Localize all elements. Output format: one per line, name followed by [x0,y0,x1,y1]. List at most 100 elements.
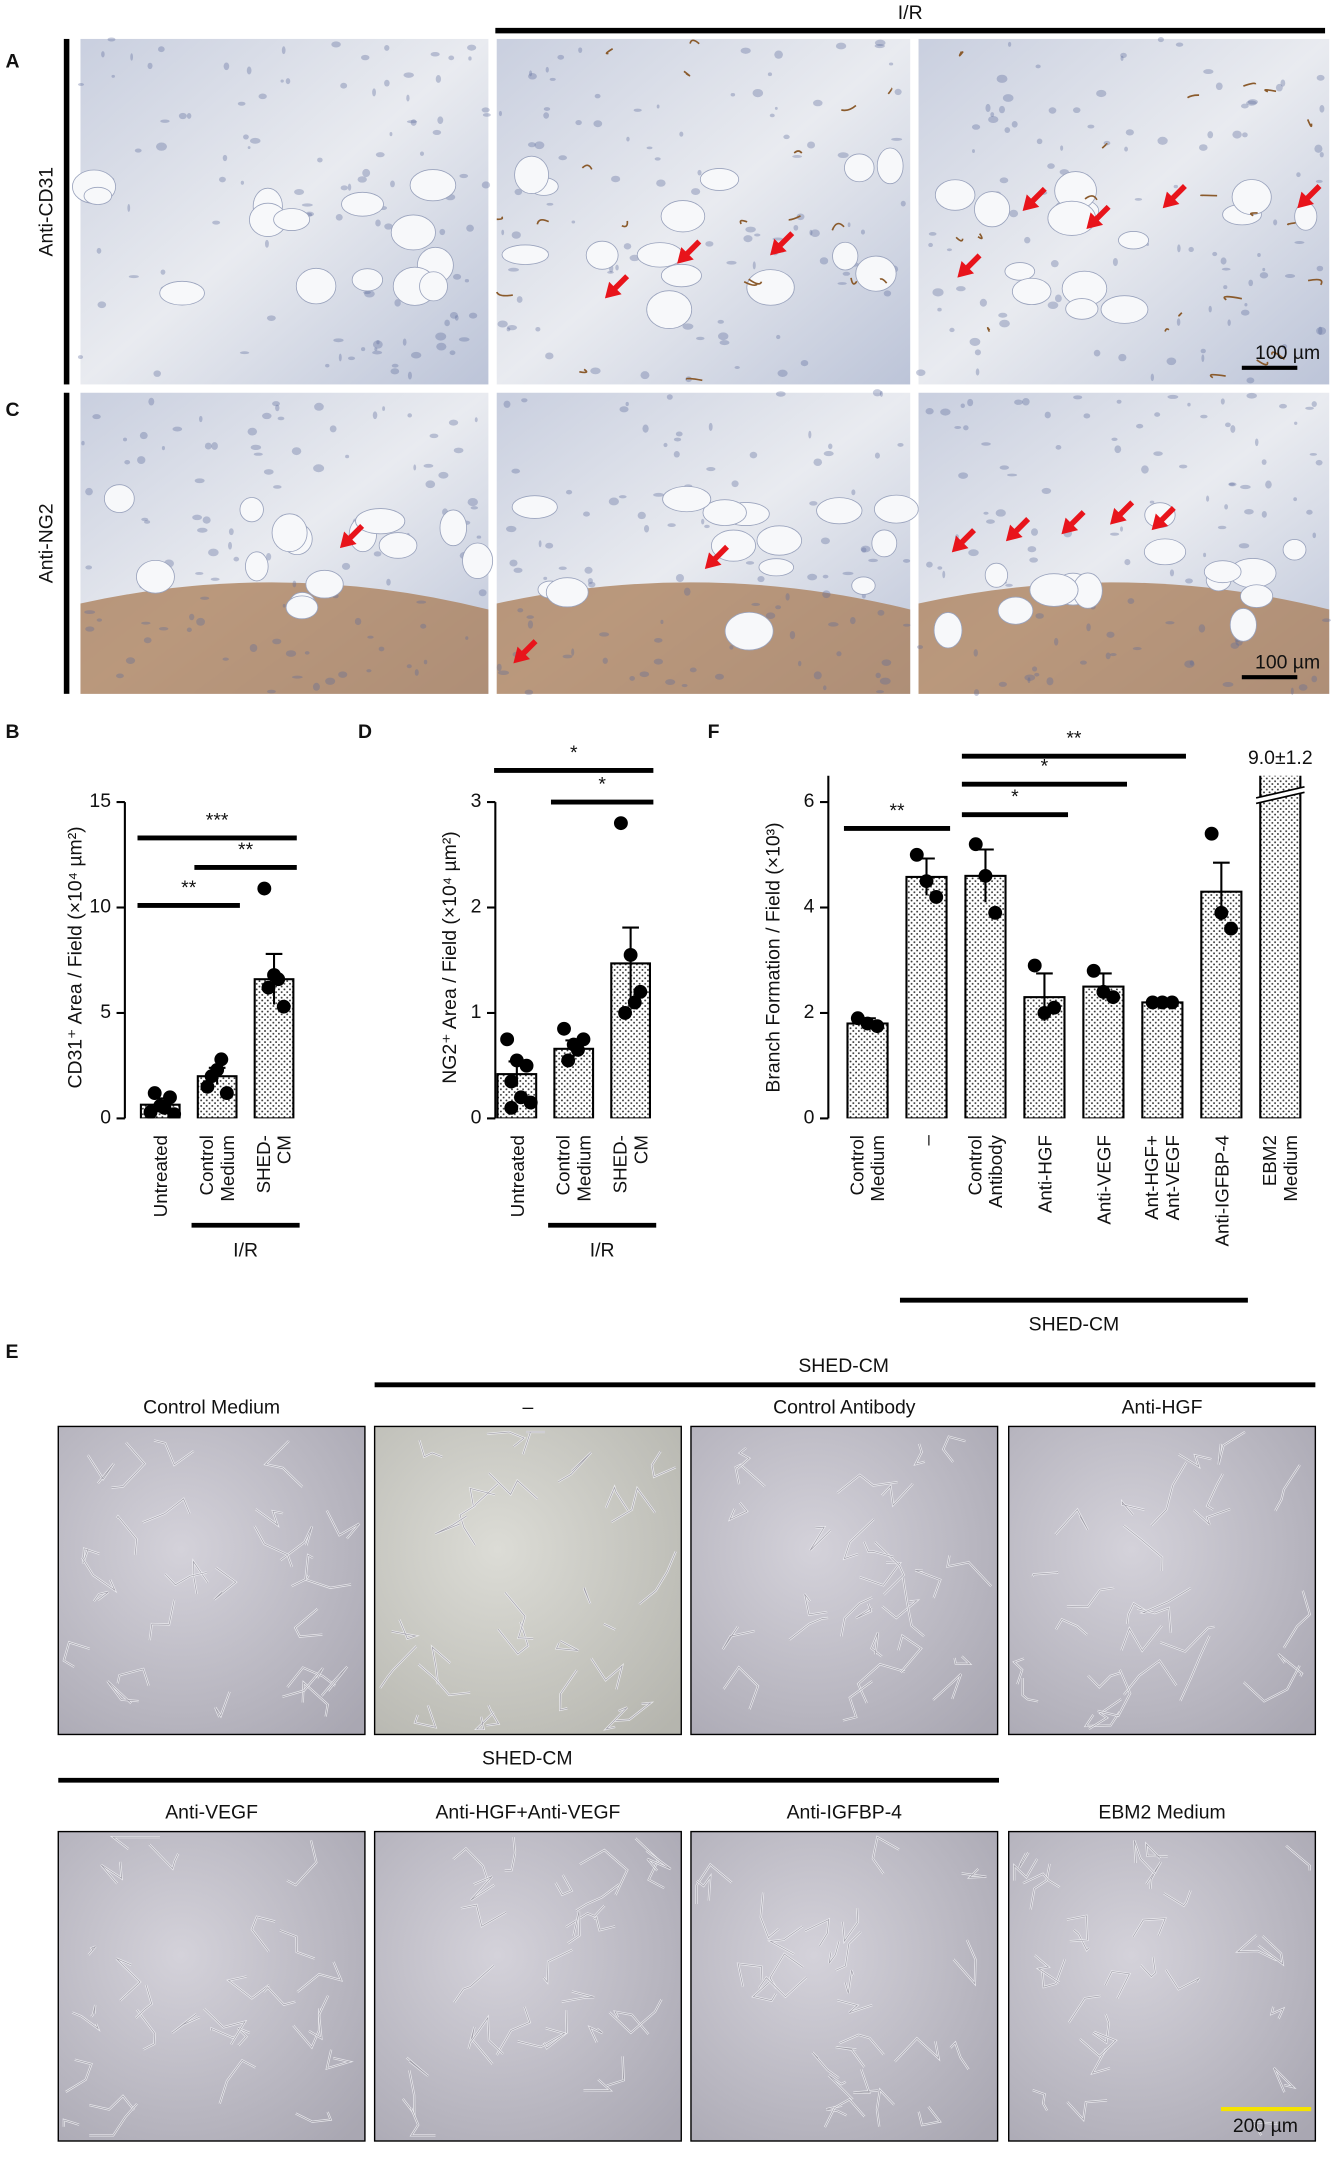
group-label: SHED-CM [482,1748,573,1770]
cell [147,62,153,70]
cell [448,55,455,61]
cell [999,465,1010,470]
vessel [579,368,588,374]
fat-cell [871,529,898,558]
cell [233,556,240,562]
cell [1054,294,1062,303]
cell [774,50,783,59]
x-tick-label-box: Untreated [506,1135,527,1217]
cell [275,404,280,412]
cell [837,152,849,159]
tube-edge [251,1916,276,1952]
cell [528,72,537,80]
cell [438,471,449,479]
vessel [1256,359,1269,366]
tube-edge [90,2004,96,2017]
significance-label: *** [206,809,229,831]
cell [1315,179,1323,183]
tube-edge [1132,1918,1166,1938]
vessel [831,222,845,231]
cell [776,334,781,340]
micrograph [80,392,494,694]
cell [1261,510,1267,518]
cell [757,575,765,583]
cell [974,349,981,356]
cell [376,340,380,345]
fat-cell [501,244,549,265]
tube-edge [81,1557,116,1592]
tube-edge [504,1592,534,1639]
cell [877,609,885,616]
cell [281,46,286,55]
tube-edge [789,1617,829,1640]
arrow-head [513,646,531,664]
cell [792,155,803,158]
arrow-head [1297,191,1314,209]
tube-edge [63,2119,80,2127]
cell [372,340,383,349]
fat-cell [1065,298,1099,320]
tube-edge [837,1999,873,2013]
cell [513,567,523,573]
cell [1246,377,1255,384]
cell [391,363,399,368]
cell [696,336,705,341]
data-point [978,868,993,883]
vessel [977,233,983,240]
cell [414,669,419,676]
significance-label: ** [181,877,197,899]
cell [364,290,375,298]
tube-edge [872,1836,900,1875]
cell [665,679,676,685]
cell [125,657,136,665]
red-arrow [957,253,982,278]
cell [967,398,974,407]
x-tick-label-box: Anti-IGFBP-4 [1211,1135,1232,1246]
x-tick-label-box: Untreated [150,1135,171,1217]
tube-edge [468,2026,493,2065]
tube-edge [100,1861,123,1884]
data-point [204,1069,219,1084]
cell [435,332,447,341]
tube-edge [410,2107,436,2136]
arrow-head [957,260,975,278]
cell [1198,144,1208,151]
cell [969,337,981,346]
tube-edge [308,1995,329,2039]
axis-break-line [1255,785,1305,799]
vessel [1209,373,1226,379]
cell [474,417,478,423]
cell [637,511,646,520]
tube-edge [1018,1852,1029,1868]
panel-label: E [6,1341,19,1363]
y-tick-label: 1 [471,1001,482,1023]
tube-edge [1022,1873,1060,1888]
cell [1240,309,1250,316]
tube-edge [1088,1698,1122,1730]
cell [362,168,371,178]
cell [497,670,510,676]
cell [900,200,906,207]
cell [949,327,955,333]
tube-edge [136,2009,156,2050]
cell [1227,319,1231,326]
tube-edge [287,1667,336,1688]
tube-edge [752,1979,777,2002]
fat-cell [636,242,684,268]
cell [995,509,1006,517]
tube-edge [1274,1464,1301,1511]
tube-edge [579,1849,628,1896]
tube-edge [295,2111,332,2123]
tube-edge [286,1840,317,1886]
data-point [576,1032,591,1047]
cell [1232,130,1242,139]
tube-edge [605,1707,628,1730]
micrograph [72,37,491,385]
cell [1257,252,1261,257]
data-point [623,948,638,962]
cell [767,72,773,77]
fat-cell [273,208,311,231]
tube-edge [874,1541,905,1595]
data-point [147,1086,162,1101]
